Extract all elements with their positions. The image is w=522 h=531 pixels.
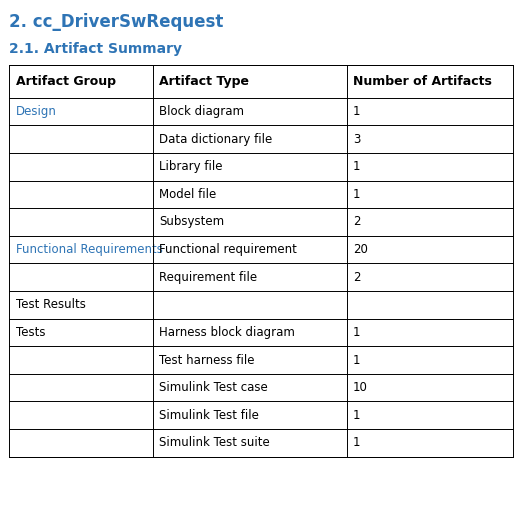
Bar bbox=[9, 65, 513, 457]
Text: 1: 1 bbox=[353, 105, 360, 118]
Text: 2: 2 bbox=[353, 216, 360, 228]
Text: 1: 1 bbox=[353, 409, 360, 422]
Text: 2: 2 bbox=[353, 271, 360, 284]
Text: Tests: Tests bbox=[16, 326, 45, 339]
Text: Model file: Model file bbox=[159, 188, 216, 201]
Text: Artifact Type: Artifact Type bbox=[159, 75, 249, 88]
Text: 2. cc_DriverSwRequest: 2. cc_DriverSwRequest bbox=[9, 13, 224, 31]
Text: Design: Design bbox=[16, 105, 56, 118]
Text: Simulink Test case: Simulink Test case bbox=[159, 381, 268, 394]
Text: Functional requirement: Functional requirement bbox=[159, 243, 297, 256]
Text: 20: 20 bbox=[353, 243, 367, 256]
Text: Library file: Library file bbox=[159, 160, 222, 173]
Text: Data dictionary file: Data dictionary file bbox=[159, 133, 272, 145]
Text: 10: 10 bbox=[353, 381, 367, 394]
Text: Subsystem: Subsystem bbox=[159, 216, 224, 228]
Text: 1: 1 bbox=[353, 326, 360, 339]
Text: Block diagram: Block diagram bbox=[159, 105, 244, 118]
Text: 3: 3 bbox=[353, 133, 360, 145]
Text: Test harness file: Test harness file bbox=[159, 354, 255, 366]
Text: Number of Artifacts: Number of Artifacts bbox=[353, 75, 492, 88]
Text: Requirement file: Requirement file bbox=[159, 271, 257, 284]
Text: Simulink Test suite: Simulink Test suite bbox=[159, 436, 270, 449]
Text: Harness block diagram: Harness block diagram bbox=[159, 326, 295, 339]
Text: Artifact Group: Artifact Group bbox=[16, 75, 116, 88]
Text: Functional Requirements: Functional Requirements bbox=[16, 243, 162, 256]
Text: 1: 1 bbox=[353, 354, 360, 366]
Text: Test Results: Test Results bbox=[16, 298, 86, 311]
Text: 1: 1 bbox=[353, 188, 360, 201]
Text: Simulink Test file: Simulink Test file bbox=[159, 409, 259, 422]
Text: 1: 1 bbox=[353, 436, 360, 449]
Text: 1: 1 bbox=[353, 160, 360, 173]
Text: 2.1. Artifact Summary: 2.1. Artifact Summary bbox=[9, 42, 182, 56]
